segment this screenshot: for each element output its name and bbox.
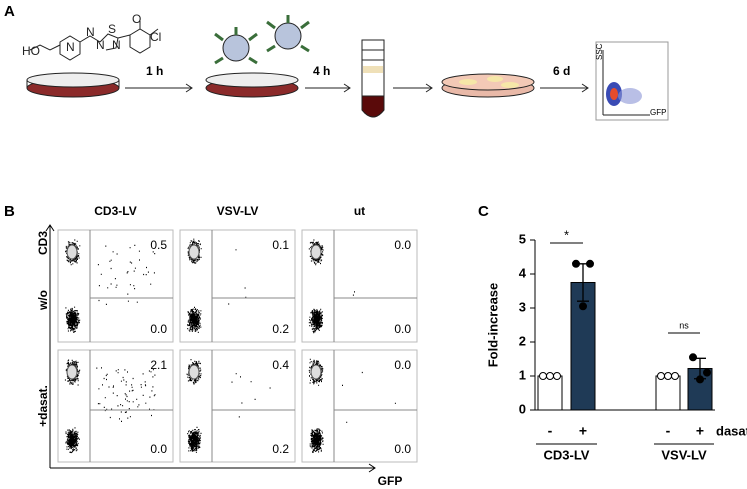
quadrant-value: 0.2 — [272, 322, 289, 336]
row-label: w/o — [36, 290, 50, 311]
facs-x-label: GFP — [650, 108, 666, 117]
y-tick-label: 1 — [519, 367, 526, 382]
quadrant-value: 0.2 — [272, 442, 289, 456]
arrowhead — [581, 83, 589, 93]
panel-b: CD3-LV VSV-LV ut w/o +dasat. 0.5 0.0 0.1 0.2 0.0 0… — [36, 204, 418, 463]
data-point — [696, 375, 704, 384]
cell-layer — [363, 66, 383, 73]
colony — [459, 79, 477, 85]
facs-y-label: SSC — [595, 43, 604, 60]
y-tick-label: 3 — [519, 299, 526, 314]
facs-density — [618, 88, 642, 104]
density-core — [310, 244, 322, 260]
group-label: CD3-LV — [544, 447, 590, 462]
dish-top — [205, 72, 299, 88]
quadrant-value: 2.1 — [150, 358, 167, 372]
quadrant-value: 0.4 — [272, 358, 289, 372]
atom-label: S — [108, 22, 116, 36]
facs-axis — [602, 50, 650, 116]
quadrant-value: 0.0 — [150, 442, 167, 456]
colony — [501, 82, 519, 88]
quadrant-value: 0.0 — [394, 358, 411, 372]
data-point — [586, 259, 594, 268]
dish-top — [26, 72, 120, 88]
facs-density — [610, 88, 618, 100]
data-point — [671, 372, 679, 380]
data-point — [553, 372, 561, 380]
data-point — [664, 372, 672, 380]
y-tick-label: 0 — [519, 401, 526, 416]
data-point — [657, 372, 665, 380]
antibody — [214, 15, 310, 65]
colony — [487, 76, 503, 82]
x-tick-label: - — [666, 423, 671, 439]
y-tick-label: 2 — [519, 333, 526, 348]
bar — [537, 375, 563, 411]
dish-top — [441, 73, 535, 91]
quadrant-value: 0.0 — [394, 442, 411, 456]
y-axis-label: CD3 — [36, 231, 50, 255]
data-point — [572, 259, 580, 268]
quadrant-value: 0.0 — [394, 322, 411, 336]
atom-label: O — [132, 12, 141, 26]
atom-label: N — [66, 40, 75, 54]
step-label: 4 h — [313, 64, 330, 78]
x-tick-label: - — [548, 423, 553, 439]
virus — [222, 34, 250, 62]
significance-label: ns — [679, 320, 689, 330]
density-core — [66, 244, 78, 260]
y-tick-label: 5 — [519, 231, 526, 246]
data-point — [546, 372, 554, 380]
y-tick-label: 4 — [519, 265, 527, 280]
quadrant-value: 0.5 — [150, 238, 167, 252]
blood-layer — [361, 95, 385, 118]
atom-label: HO — [22, 44, 40, 58]
x-tick-label: + — [579, 423, 587, 439]
dish-wall — [26, 80, 120, 88]
quadrant-value: 0.0 — [150, 322, 167, 336]
density-core — [188, 244, 200, 260]
group-label: VSV-LV — [661, 447, 707, 462]
axis-arrow — [45, 224, 376, 473]
panel-letter: A — [4, 3, 15, 20]
density-core — [310, 364, 322, 380]
density-core — [66, 364, 78, 380]
molecule — [29, 21, 159, 61]
column-label: VSV-LV — [217, 204, 259, 218]
significance-label: * — [564, 227, 569, 242]
tube-mark — [362, 49, 384, 61]
treatment-label: dasat. — [716, 423, 747, 438]
virus — [274, 22, 302, 50]
row-label: +dasat. — [36, 385, 50, 427]
atom-label: N — [96, 38, 105, 52]
y-axis-title: Fold-increase — [485, 283, 500, 368]
step-label: 6 d — [553, 64, 570, 78]
panel-a — [26, 15, 669, 121]
panel-letter: B — [4, 203, 15, 220]
arrowhead — [425, 83, 433, 93]
panel-c: C 0 1 2 3 4 5 Fold-increase - + - + dasat. CD3-LV VSV-… — [478, 203, 747, 462]
facs-box — [595, 41, 669, 121]
column-label: ut — [354, 204, 365, 218]
x-axis-label: GFP — [378, 474, 403, 488]
bar — [655, 375, 681, 411]
quadrant-value: 0.1 — [272, 238, 289, 252]
data-point — [539, 372, 547, 380]
data-point — [703, 368, 711, 377]
arrowhead — [343, 83, 351, 93]
panel-letter: C — [478, 203, 489, 220]
atom-label: Cl — [150, 30, 161, 44]
column-label: CD3-LV — [94, 204, 136, 218]
atom-label: N — [86, 25, 95, 39]
arrowhead — [185, 83, 193, 93]
step-label: 1 h — [146, 64, 163, 78]
data-point — [689, 353, 697, 362]
density-core — [188, 364, 200, 380]
x-tick-label: + — [696, 423, 704, 439]
quadrant-value: 0.0 — [394, 238, 411, 252]
data-point — [579, 302, 587, 311]
atom-label: N — [112, 38, 121, 52]
